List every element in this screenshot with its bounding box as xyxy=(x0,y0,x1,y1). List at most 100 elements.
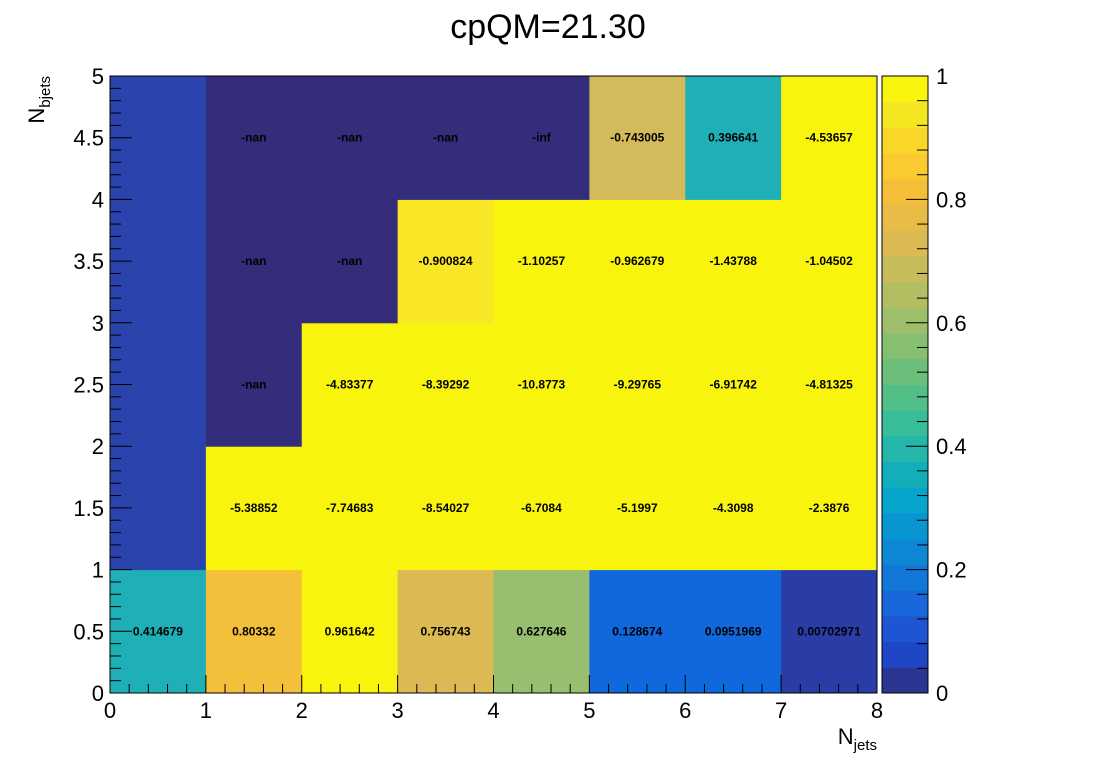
heatmap-cell-13 xyxy=(301,446,399,571)
heatmap-cell-12 xyxy=(205,446,303,571)
cell-value-label: -nan xyxy=(241,254,266,268)
y-tick-label: 2 xyxy=(92,434,104,459)
cell-value-label: -8.54027 xyxy=(422,501,470,515)
x-axis-title: Njets xyxy=(838,724,877,754)
heatmap-cell-35 xyxy=(397,76,494,200)
colorbar-swatch xyxy=(882,384,928,411)
heatmap-cell-6 xyxy=(685,569,782,694)
cell-value-label: -0.900824 xyxy=(419,254,473,268)
x-tick-label: 3 xyxy=(392,698,404,723)
heatmap-cell-18 xyxy=(781,446,878,571)
colorbar-swatch xyxy=(882,410,928,437)
cell-value-label: -inf xyxy=(532,131,552,145)
heatmap-cell-29 xyxy=(493,199,590,324)
cell-value-label: -4.83377 xyxy=(326,378,374,392)
y-tick-label: 5 xyxy=(92,64,104,89)
heatmap-cell-22 xyxy=(493,322,590,447)
colorbar-swatch xyxy=(882,153,928,180)
cell-value-label: -4.81325 xyxy=(805,378,853,392)
cell-value-label: 0.756743 xyxy=(421,624,471,638)
cell-value-label: -1.10257 xyxy=(518,254,566,268)
cell-value-label: 0.961642 xyxy=(325,624,375,638)
x-tick-label: 6 xyxy=(679,698,691,723)
heatmap-cell-36 xyxy=(493,76,590,200)
heatmap-cell-19 xyxy=(205,322,303,447)
y-tick-label: 4 xyxy=(92,187,104,212)
colorbar-swatch xyxy=(882,101,928,128)
cell-value-label: 0.627646 xyxy=(516,624,566,638)
colorbar-swatch xyxy=(882,513,928,540)
heatmap-cell-21 xyxy=(397,322,494,447)
y-tick-label: 3.5 xyxy=(73,249,104,274)
heatmap-cell-16 xyxy=(589,446,686,571)
colorbar-swatch xyxy=(882,127,928,154)
y-tick-label: 4.5 xyxy=(73,126,104,151)
colorbar-swatch xyxy=(882,204,928,231)
x-tick-label: 0 xyxy=(104,698,116,723)
cell-value-label: -nan xyxy=(433,131,458,145)
heatmap-cell-32 xyxy=(781,199,878,324)
cell-value-label: 0.128674 xyxy=(612,624,662,638)
heatmap-cell-26 xyxy=(205,199,303,324)
heatmap-cell-3 xyxy=(397,569,494,694)
cell-value-label: -8.39292 xyxy=(422,378,470,392)
x-axis-title-sub: jets xyxy=(853,737,877,754)
colorbar-swatch xyxy=(882,641,928,668)
colorbar-tick-label: 0.6 xyxy=(936,311,967,336)
cell-value-label: -4.3098 xyxy=(713,501,754,515)
colorbar-swatch xyxy=(882,281,928,308)
x-tick-label: 4 xyxy=(487,698,499,723)
heatmap-cell-25 xyxy=(781,322,878,447)
heatmap-cell-23 xyxy=(589,322,686,447)
colorbar: 0 0.2 0.4 0.6 0.8 1 xyxy=(881,64,967,706)
heatmap-cell-17 xyxy=(685,446,782,571)
colorbar-frame xyxy=(881,75,929,694)
heatmap-cell-27 xyxy=(301,199,399,324)
cell-value-label: -5.38852 xyxy=(230,501,278,515)
cell-value-label: -nan xyxy=(241,131,266,145)
cell-value-label: 0.0951969 xyxy=(705,624,762,638)
heatmap-cell-15 xyxy=(493,446,590,571)
cell-value-label: -1.43788 xyxy=(710,254,758,268)
heatmap-cell-37 xyxy=(589,76,686,200)
colorbar-tick-label: 1 xyxy=(936,64,948,89)
x-tick-label: 5 xyxy=(583,698,595,723)
cell-value-label: -nan xyxy=(337,131,362,145)
chart-title: cpQM=21.30 xyxy=(450,8,646,46)
cell-value-label: -6.91742 xyxy=(710,378,758,392)
colorbar-swatch xyxy=(882,435,928,463)
colorbar-swatch xyxy=(882,461,928,488)
x-axis-title-main: N xyxy=(838,724,854,749)
heatmap-cell-14 xyxy=(397,446,494,571)
colorbar-swatch xyxy=(882,307,928,334)
y-axis-title-main: N xyxy=(24,108,49,124)
colorbar-swatch xyxy=(882,333,928,360)
cell-value-label: -1.04502 xyxy=(805,254,853,268)
colorbar-swatch xyxy=(882,178,928,206)
heatmap-cell-31 xyxy=(685,199,782,324)
colorbar-swatch xyxy=(882,538,928,565)
y-tick-label: 0 xyxy=(92,681,104,706)
cell-value-label: -7.74683 xyxy=(326,501,374,515)
cell-value-label: 0.00702971 xyxy=(797,624,861,638)
x-tick-label: 8 xyxy=(871,698,883,723)
y-axis-title-sub: bjets xyxy=(37,76,54,108)
cell-value-label: -nan xyxy=(337,254,362,268)
y-tick-label: 1 xyxy=(92,558,104,583)
colorbar-tick-label: 0 xyxy=(936,681,948,706)
cell-value-label: 0.414679 xyxy=(133,624,183,638)
heatmap-cell-20 xyxy=(301,322,399,447)
cell-value-label: -9.29765 xyxy=(614,378,662,392)
heatmap-cell-2 xyxy=(301,569,399,694)
heatmap-cell-28 xyxy=(397,199,494,324)
heatmap-cell-34 xyxy=(301,76,399,200)
heatmap-cell-33 xyxy=(205,76,303,200)
colorbar-swatch xyxy=(882,615,928,643)
colorbar-swatch xyxy=(882,487,928,514)
heatmap-cell-4 xyxy=(493,569,590,694)
heatmap-cell-39 xyxy=(781,76,878,200)
x-tick-label: 7 xyxy=(775,698,787,723)
colorbar-tick-label: 0.2 xyxy=(936,558,967,583)
y-tick-label: 3 xyxy=(92,311,104,336)
